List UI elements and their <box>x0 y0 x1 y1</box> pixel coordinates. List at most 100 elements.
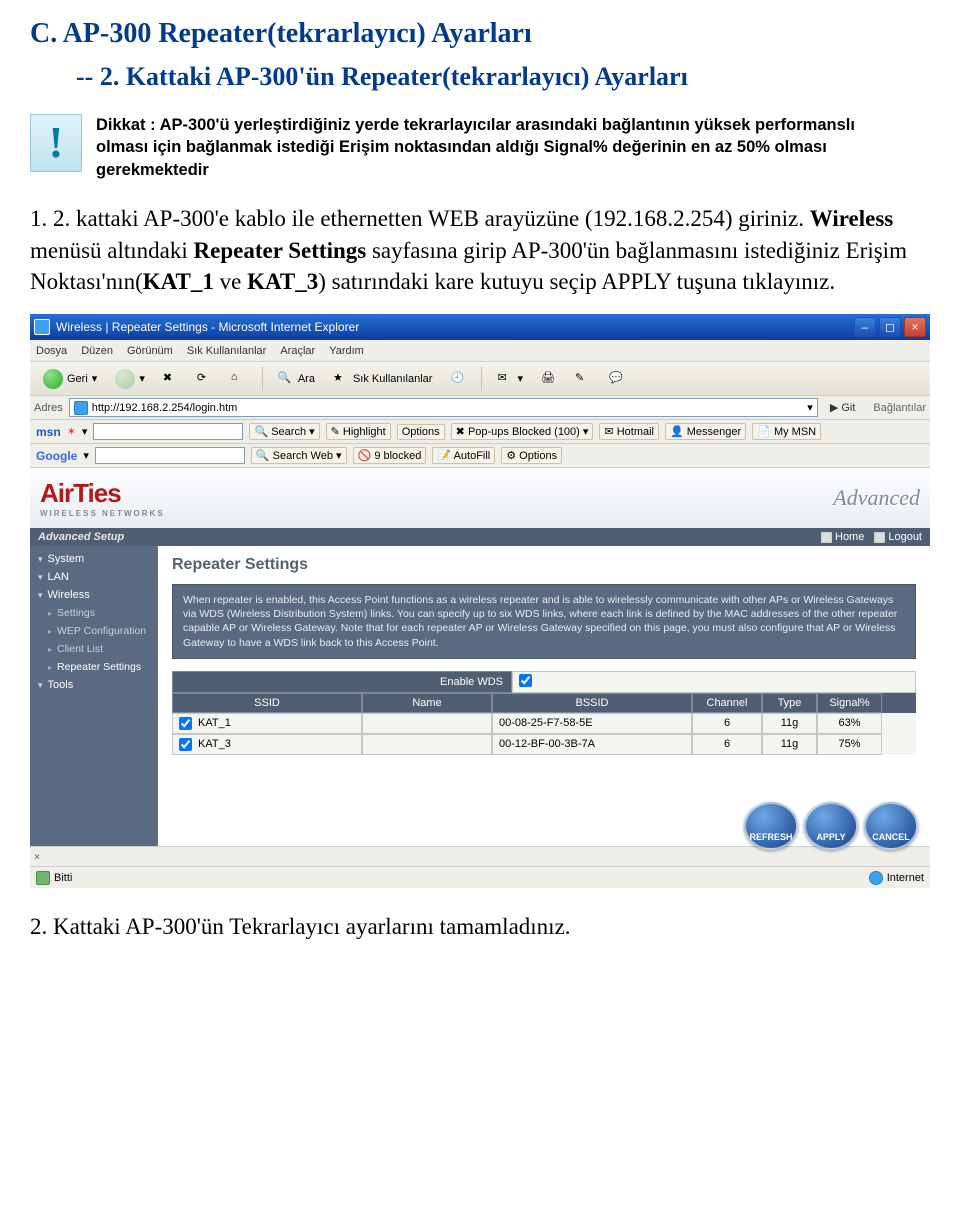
subsection-title: -- 2. Kattaki AP-300'ün Repeater(tekrarl… <box>76 62 930 92</box>
enable-wds-checkbox[interactable] <box>519 674 532 687</box>
edit-button[interactable]: ✎ <box>568 367 598 391</box>
side-system[interactable]: System <box>30 550 158 568</box>
row2-bssid: 00-12-BF-00-3B-7A <box>492 734 692 755</box>
address-url: http://192.168.2.254/login.htm <box>92 402 238 414</box>
internet-icon <box>869 871 883 885</box>
col-channel: Channel <box>692 693 762 713</box>
logout-link[interactable]: Logout <box>874 531 922 543</box>
print-button[interactable]: 🖨 <box>534 367 564 391</box>
status-bar: Bitti Internet <box>30 866 930 888</box>
ie-icon <box>34 319 50 335</box>
enable-wds-row: Enable WDS <box>172 671 916 693</box>
row2-checkbox[interactable] <box>179 738 192 751</box>
side-clientlist[interactable]: Client List <box>30 640 158 658</box>
row1-name <box>362 713 492 734</box>
main-panel: Repeater Settings When repeater is enabl… <box>158 546 930 846</box>
google-autofill[interactable]: 📝 AutoFill <box>432 447 495 464</box>
google-blocked[interactable]: 🚫 9 blocked <box>353 447 427 464</box>
side-wireless[interactable]: Wireless <box>30 586 158 604</box>
close-x-icon[interactable]: × <box>34 851 40 863</box>
discuss-button[interactable]: 💬 <box>602 367 632 391</box>
side-settings[interactable]: Settings <box>30 604 158 622</box>
warning-icon: ! <box>30 114 82 172</box>
maximize-button[interactable]: ◻ <box>879 317 901 337</box>
refresh-button[interactable]: ⟳ <box>190 367 220 391</box>
go-button[interactable]: ▶ Git <box>824 401 862 414</box>
msn-highlight[interactable]: ✎ Highlight <box>326 423 391 440</box>
col-bssid: BSSID <box>492 693 692 713</box>
address-field[interactable]: http://192.168.2.254/login.htm ▾ <box>69 398 818 417</box>
panel-description: When repeater is enabled, this Access Po… <box>172 584 916 659</box>
menu-help[interactable]: Yardım <box>329 345 364 357</box>
advanced-label: Advanced <box>833 485 920 511</box>
table-header: SSID Name BSSID Channel Type Signal% <box>172 693 916 713</box>
row1-ch: 6 <box>692 713 762 734</box>
side-tools[interactable]: Tools <box>30 676 158 694</box>
table-row: KAT_1 00-08-25-F7-58-5E 6 11g 63% <box>172 713 916 734</box>
refresh-round-button[interactable]: REFRESH <box>744 802 798 850</box>
history-button[interactable]: 🕘 <box>443 367 473 391</box>
row1-bssid: 00-08-25-F7-58-5E <box>492 713 692 734</box>
setup-bar-title: Advanced Setup <box>38 531 124 543</box>
msn-logo: msn <box>36 425 61 439</box>
msn-mymsn[interactable]: 📄 My MSN <box>752 423 821 440</box>
section-title: C. AP-300 Repeater(tekrarlayıcı) Ayarlar… <box>30 18 930 50</box>
enable-wds-label: Enable WDS <box>172 671 512 693</box>
home-button[interactable]: ⌂ <box>224 367 254 391</box>
menu-file[interactable]: Dosya <box>36 345 67 357</box>
status-done: Bitti <box>54 872 72 884</box>
address-label: Adres <box>34 402 63 414</box>
home-link[interactable]: Home <box>821 531 864 543</box>
col-type: Type <box>762 693 817 713</box>
side-wep[interactable]: WEP Configuration <box>30 622 158 640</box>
mail-button[interactable]: ✉▾ <box>490 367 530 391</box>
cancel-round-button[interactable]: CANCEL <box>864 802 918 850</box>
menu-favorites[interactable]: Sık Kullanılanlar <box>187 345 267 357</box>
address-bar: Adres http://192.168.2.254/login.htm ▾ ▶… <box>30 396 930 420</box>
airties-logo: AirTiesWIRELESS NETWORKS <box>40 478 165 518</box>
msn-search[interactable]: 🔍 Search ▾ <box>249 423 319 440</box>
sidebar: System LAN Wireless Settings WEP Configu… <box>30 546 158 846</box>
google-options[interactable]: ⚙ Options <box>501 447 562 464</box>
row1-checkbox[interactable] <box>179 717 192 730</box>
forward-button[interactable]: ▾ <box>108 365 152 393</box>
row1-sig: 63% <box>817 713 882 734</box>
apply-round-button[interactable]: APPLY <box>804 802 858 850</box>
minimize-button[interactable]: – <box>854 317 876 337</box>
final-line: 2. Kattaki AP-300'ün Tekrarlayıcı ayarla… <box>30 914 930 940</box>
col-signal: Signal% <box>817 693 882 713</box>
google-searchweb[interactable]: 🔍 Search Web ▾ <box>251 447 347 464</box>
row2-type: 11g <box>762 734 817 755</box>
msn-search-input[interactable] <box>93 423 243 440</box>
msn-toolbar: msn✶ ▾ 🔍 Search ▾ ✎ Highlight Options ✖ … <box>30 420 930 444</box>
col-ssid: SSID <box>172 693 362 713</box>
row2-ch: 6 <box>692 734 762 755</box>
close-button[interactable]: × <box>904 317 926 337</box>
msn-messenger[interactable]: 👤 Messenger <box>665 423 746 440</box>
setup-bar: Advanced Setup Home Logout <box>30 528 930 546</box>
msn-hotmail[interactable]: ✉ Hotmail <box>599 423 659 440</box>
page-icon <box>74 401 88 415</box>
panel-heading: Repeater Settings <box>172 556 916 574</box>
row1-type: 11g <box>762 713 817 734</box>
links-label[interactable]: Bağlantılar <box>873 402 926 414</box>
google-search-input[interactable] <box>95 447 245 464</box>
zone-indicator: Internet <box>869 871 924 885</box>
msn-options[interactable]: Options <box>397 424 445 440</box>
side-lan[interactable]: LAN <box>30 568 158 586</box>
window-titlebar: Wireless | Repeater Settings - Microsoft… <box>30 314 930 340</box>
google-toolbar: Google ▾ 🔍 Search Web ▾ 🚫 9 blocked 📝 Au… <box>30 444 930 468</box>
menubar: Dosya Düzen Görünüm Sık Kullanılanlar Ar… <box>30 340 930 362</box>
side-repeater[interactable]: Repeater Settings <box>30 658 158 676</box>
stop-button[interactable]: ✖ <box>156 367 186 391</box>
search-button[interactable]: 🔍Ara <box>271 367 322 391</box>
menu-edit[interactable]: Düzen <box>81 345 113 357</box>
favorites-button[interactable]: ★Sık Kullanılanlar <box>326 367 440 391</box>
menu-tools[interactable]: Araçlar <box>280 345 315 357</box>
msn-popups[interactable]: ✖ Pop-ups Blocked (100) ▾ <box>451 423 594 440</box>
menu-view[interactable]: Görünüm <box>127 345 173 357</box>
window-title: Wireless | Repeater Settings - Microsoft… <box>56 320 851 334</box>
screenshot: Wireless | Repeater Settings - Microsoft… <box>30 314 930 888</box>
back-button[interactable]: Geri ▾ <box>36 365 104 393</box>
row2-name <box>362 734 492 755</box>
